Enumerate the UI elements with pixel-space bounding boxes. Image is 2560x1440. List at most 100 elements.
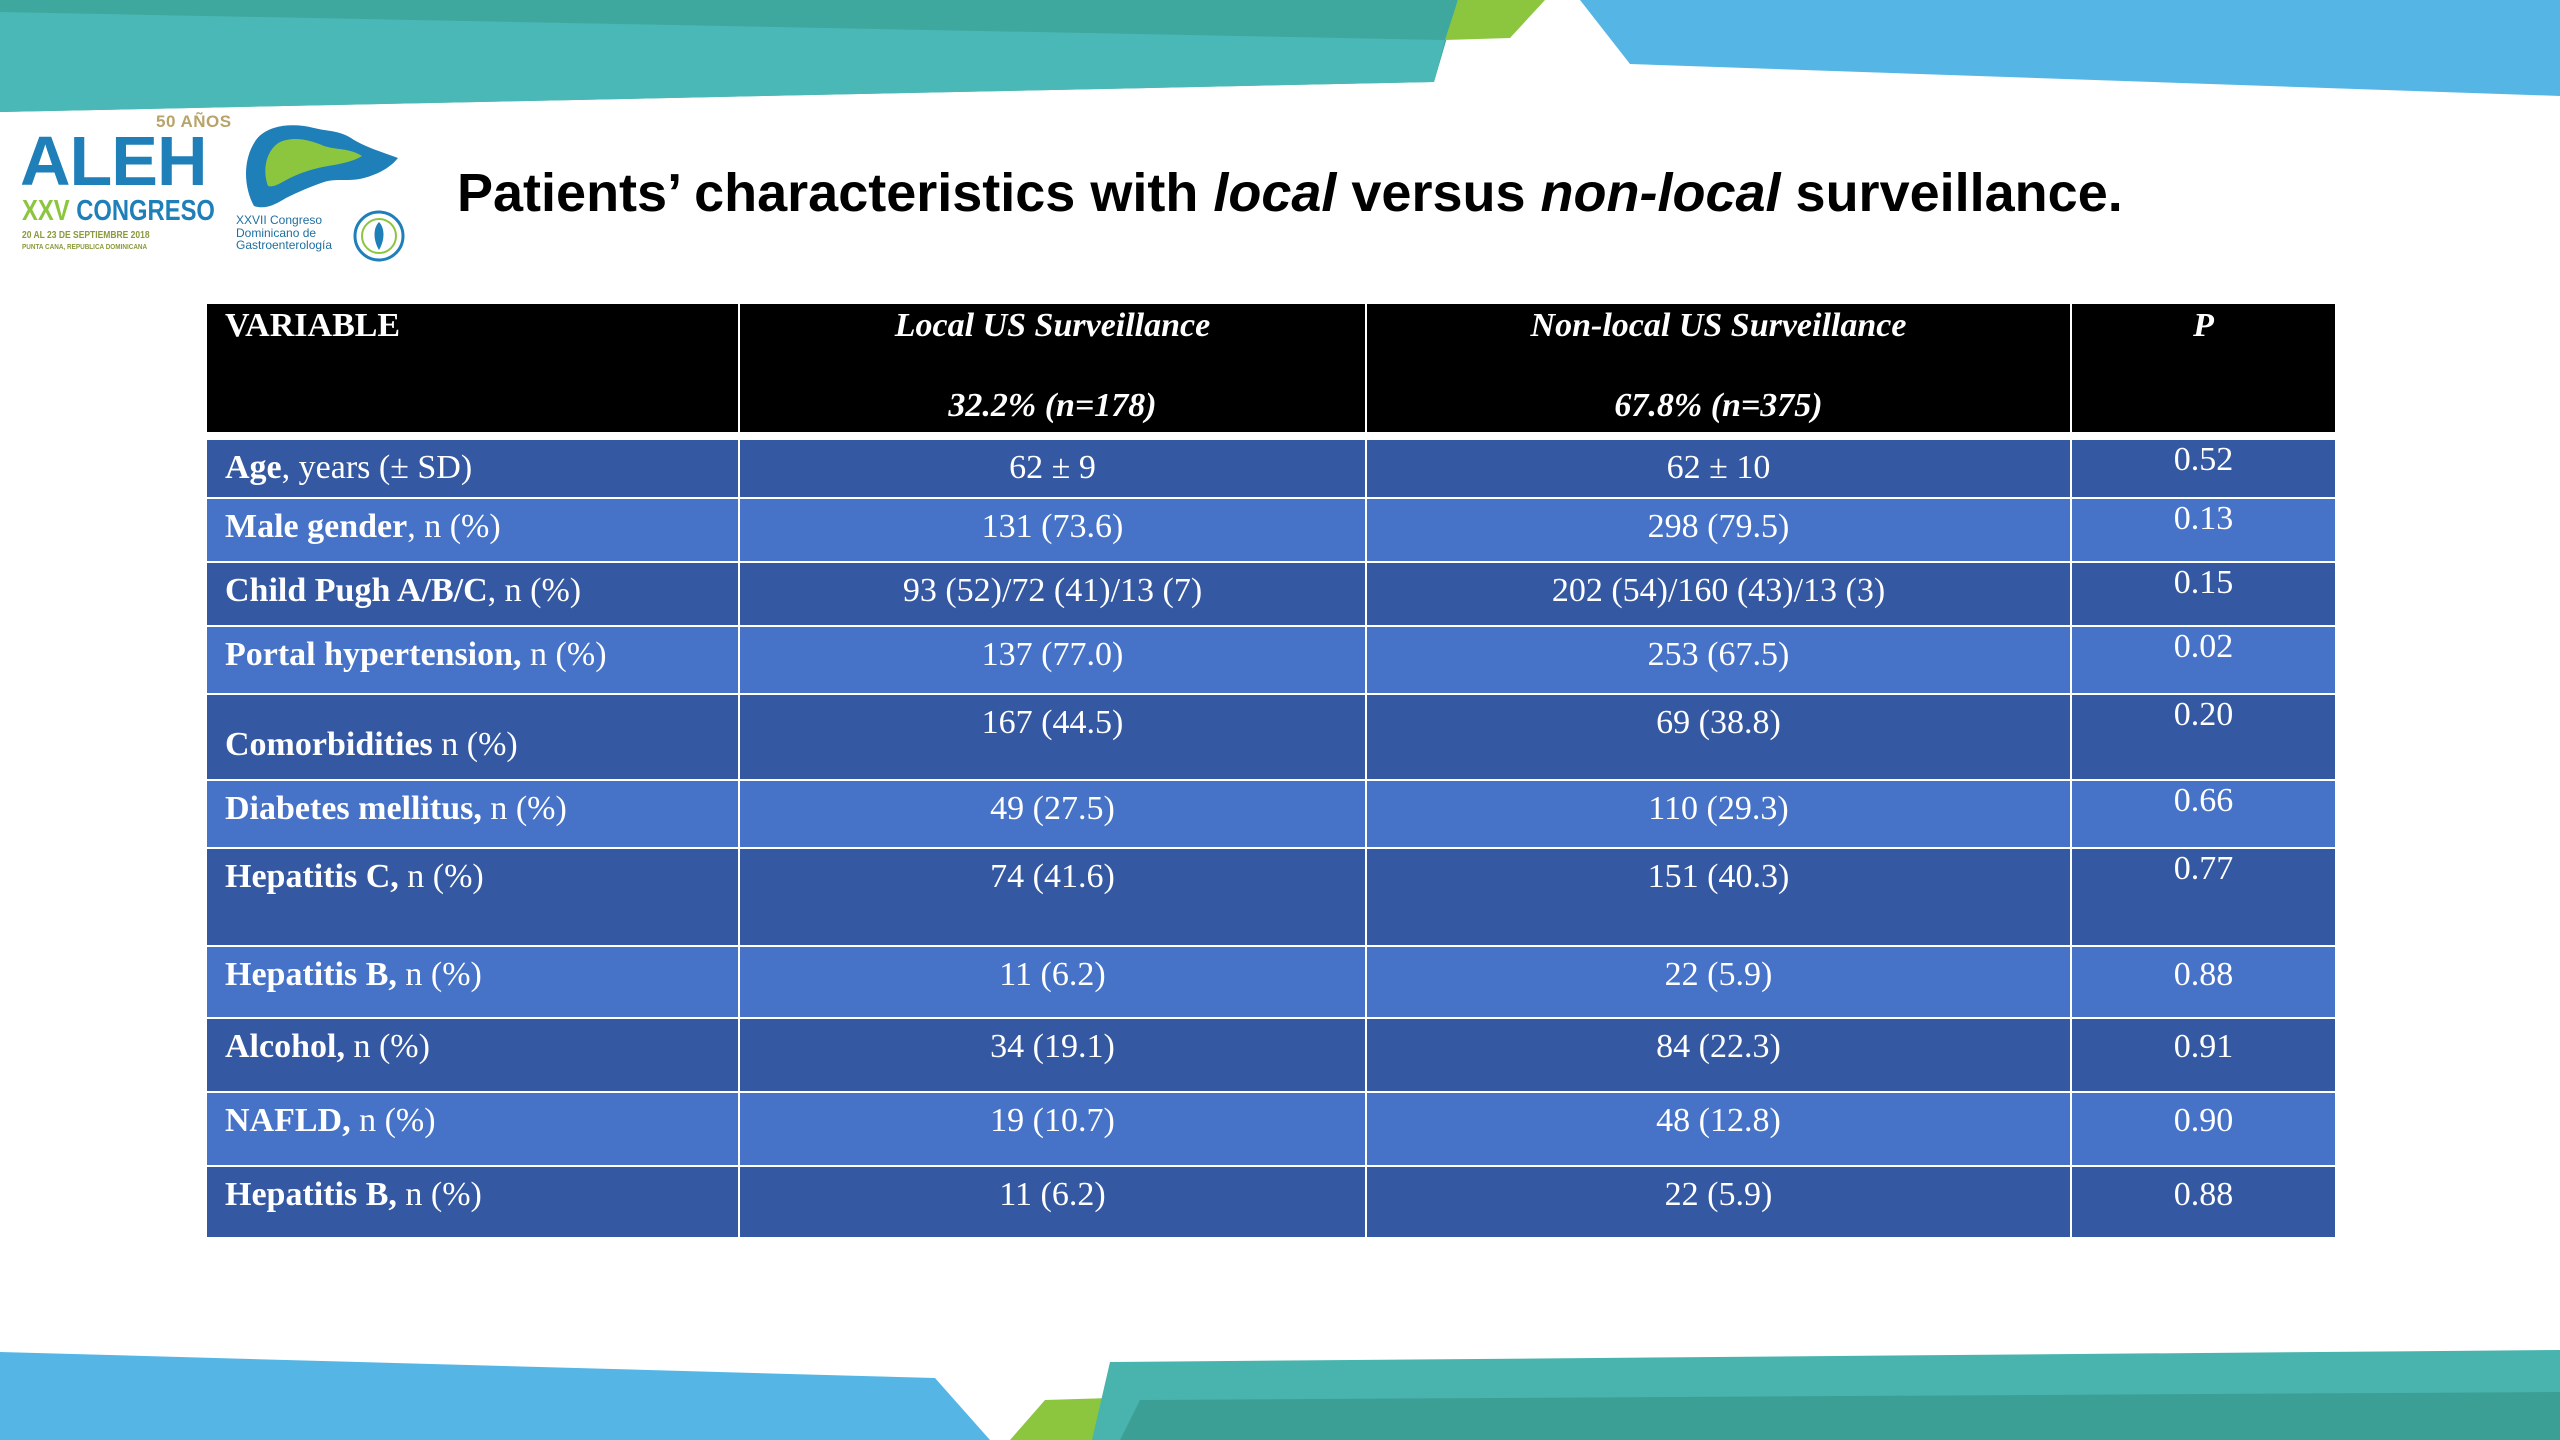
row-local-value: 74 (41.6) — [739, 848, 1367, 946]
row-local-value: 93 (52)/72 (41)/13 (7) — [739, 562, 1367, 626]
variable-name: Comorbidities — [225, 726, 433, 763]
table-row: Male gender, n (%) 131 (73.6) 298 (79.5)… — [207, 498, 2335, 562]
row-variable: Child Pugh A/B/C, n (%) — [207, 562, 740, 626]
variable-name: Alcohol, — [225, 1028, 345, 1065]
row-local-value: 11 (6.2) — [739, 946, 1367, 1018]
variable-name: Child Pugh A/B/C — [225, 572, 488, 609]
title-emphasis-local: local — [1213, 163, 1337, 223]
logo-name: ALEH — [20, 122, 208, 200]
variable-unit: n (%) — [398, 858, 484, 895]
row-p-value: 0.91 — [2071, 1018, 2335, 1092]
bottom-banner-sky — [0, 1352, 990, 1440]
logo-anniversary: 50 AÑOS — [156, 112, 232, 131]
row-local-value: 49 (27.5) — [739, 780, 1367, 848]
map-icon — [246, 125, 398, 208]
row-variable: Hepatitis C, n (%) — [207, 848, 740, 946]
variable-unit: n (%) — [396, 1176, 482, 1213]
variable-unit: n (%) — [521, 636, 607, 673]
variable-name: NAFLD, — [225, 1102, 351, 1139]
logo-dates: 20 AL 23 DE SEPTIEMBRE 2018 PUNTA CANA, … — [22, 230, 150, 252]
table-header-row: VARIABLE Local US Surveillance 32.2% (n=… — [207, 304, 2335, 436]
row-local-value: 167 (44.5) — [739, 694, 1367, 780]
variable-name: Hepatitis C, — [225, 858, 399, 895]
bottom-banner-teal-dark — [1120, 1392, 2560, 1440]
logo-sub-line3: Gastroenterología — [236, 238, 333, 252]
variable-name: Hepatitis B, — [225, 956, 397, 993]
variable-unit: n (%) — [344, 1028, 430, 1065]
row-nonlocal-value: 22 (5.9) — [1366, 1166, 2072, 1238]
row-p-value: 0.13 — [2071, 498, 2335, 562]
table-row: Child Pugh A/B/C, n (%) 93 (52)/72 (41)/… — [207, 562, 2335, 626]
top-banner-green — [1445, 0, 1545, 40]
variable-name: Age — [225, 449, 282, 486]
table-row: Age, years (± SD) 62 ± 9 62 ± 10 0.52 — [207, 436, 2335, 498]
row-nonlocal-value: 253 (67.5) — [1366, 626, 2072, 694]
variable-name: Male gender — [225, 508, 408, 545]
row-p-value: 0.88 — [2071, 1166, 2335, 1238]
row-local-value: 11 (6.2) — [739, 1166, 1367, 1238]
variable-unit: , n (%) — [487, 572, 582, 609]
row-local-value: 34 (19.1) — [739, 1018, 1367, 1092]
header-nonlocal: Non-local US Surveillance 67.8% (n=375) — [1366, 304, 2072, 436]
title-emphasis-nonlocal: non-local — [1540, 163, 1781, 223]
variable-name: Portal hypertension, — [225, 636, 522, 673]
row-p-value: 0.66 — [2071, 780, 2335, 848]
row-variable: NAFLD, n (%) — [207, 1092, 740, 1166]
top-banner-sky — [1580, 0, 2560, 96]
table-row: Alcohol, n (%) 34 (19.1) 84 (22.3) 0.91 — [207, 1018, 2335, 1092]
table-row: Portal hypertension, n (%) 137 (77.0) 25… — [207, 626, 2335, 694]
row-nonlocal-value: 62 ± 10 — [1366, 436, 2072, 498]
row-p-value: 0.88 — [2071, 946, 2335, 1018]
variable-unit: n (%) — [481, 790, 567, 827]
header-nonlocal-label: Non-local US Surveillance — [1530, 307, 1907, 344]
header-p: P — [2071, 304, 2335, 436]
logo-congress-word: CONGRESO — [76, 195, 215, 227]
society-seal-icon — [353, 210, 405, 262]
row-variable: Age, years (± SD) — [207, 436, 740, 498]
table-row: Hepatitis C, n (%) 74 (41.6) 151 (40.3) … — [207, 848, 2335, 946]
table-row: Comorbidities n (%) 167 (44.5) 69 (38.8)… — [207, 694, 2335, 780]
logo-sub-line1: XXVII Congreso — [236, 213, 323, 227]
bottom-banner-teal — [1092, 1350, 2560, 1440]
row-variable: Portal hypertension, n (%) — [207, 626, 740, 694]
logo-dates-line1: 20 AL 23 DE SEPTIEMBRE 2018 — [22, 230, 150, 241]
row-nonlocal-value: 151 (40.3) — [1366, 848, 2072, 946]
top-banner-teal-dark — [0, 0, 1458, 112]
table-row: Hepatitis B, n (%) 11 (6.2) 22 (5.9) 0.8… — [207, 946, 2335, 1018]
row-p-value: 0.20 — [2071, 694, 2335, 780]
row-variable: Diabetes mellitus, n (%) — [207, 780, 740, 848]
logo-dates-line2: PUNTA CANA, REPUBLICA DOMINICANA — [22, 242, 148, 251]
logo-congress: XXV CONGRESO — [22, 196, 215, 226]
row-nonlocal-value: 84 (22.3) — [1366, 1018, 2072, 1092]
logo-subtitle: XXVII Congreso Dominicano de Gastroenter… — [236, 214, 332, 252]
variable-name: Diabetes mellitus, — [225, 790, 482, 827]
row-nonlocal-value: 110 (29.3) — [1366, 780, 2072, 848]
row-variable: Hepatitis B, n (%) — [207, 1166, 740, 1238]
table-row: Diabetes mellitus, n (%) 49 (27.5) 110 (… — [207, 780, 2335, 848]
variable-unit: n (%) — [350, 1102, 436, 1139]
row-local-value: 131 (73.6) — [739, 498, 1367, 562]
variable-unit: n (%) — [432, 726, 518, 763]
variable-unit: , n (%) — [407, 508, 501, 545]
title-part3: surveillance. — [1780, 163, 2123, 223]
slide-title: Patients’ characteristics with local ver… — [457, 158, 2123, 228]
row-nonlocal-value: 298 (79.5) — [1366, 498, 2072, 562]
logo-sub-line2: Dominicano de — [236, 225, 317, 240]
characteristics-table: VARIABLE Local US Surveillance 32.2% (n=… — [207, 304, 2335, 1239]
aleh-congress-logo: 50 AÑOS ALEH XXV CONGRESO 20 AL 23 DE SE… — [20, 110, 410, 265]
variable-unit: , years (± SD) — [281, 449, 473, 486]
title-part1: Patients’ characteristics with — [457, 163, 1214, 223]
variable-unit: n (%) — [396, 956, 482, 993]
header-variable: VARIABLE — [207, 304, 740, 436]
row-nonlocal-value: 48 (12.8) — [1366, 1092, 2072, 1166]
header-local-label: Local US Surveillance — [894, 307, 1211, 344]
row-p-value: 0.52 — [2071, 436, 2335, 498]
row-nonlocal-value: 69 (38.8) — [1366, 694, 2072, 780]
table-row: Hepatitis B, n (%) 11 (6.2) 22 (5.9) 0.8… — [207, 1166, 2335, 1238]
row-nonlocal-value: 202 (54)/160 (43)/13 (3) — [1366, 562, 2072, 626]
title-part2: versus — [1336, 163, 1541, 223]
header-local: Local US Surveillance 32.2% (n=178) — [739, 304, 1367, 436]
logo-congress-number: XXV — [22, 195, 70, 227]
variable-name: Hepatitis B, — [225, 1176, 397, 1213]
header-local-sub: 32.2% (n=178) — [948, 387, 1157, 424]
